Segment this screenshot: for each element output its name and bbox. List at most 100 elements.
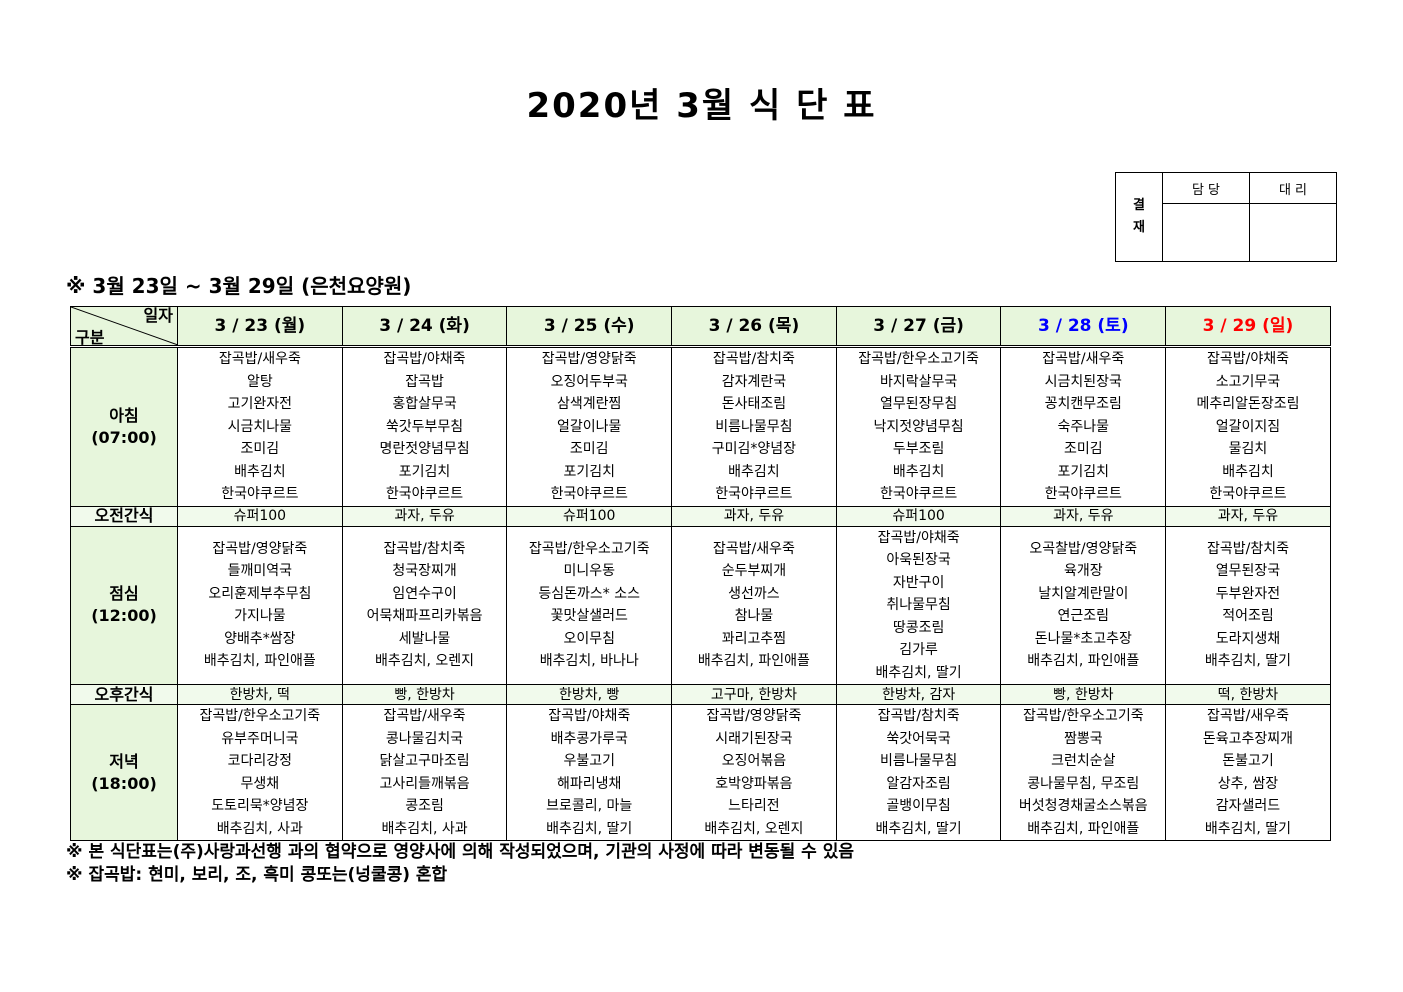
meal-time: (18:00) [91,773,157,793]
menu-cell: 잡곡밥/새우죽 콩나물김치국 닭살고구마조림 고사리들깨볶음 콩조림 배추김치, 사과 [341,704,508,841]
menu-cell: 잡곡밥/한우소고기죽 미니우동 등심돈까스* 소스 꽃맛살샐러드 오이무침 배추김치, 바… [506,525,673,685]
menu-item: 배추김치 [1222,463,1274,480]
menu-item: 두부조림 [892,441,945,457]
menu-item: 낙지젓양념무침 [873,418,964,435]
menu-cell: 잡곡밥/야채죽 배추콩가루국 우불고기 해파리냉채 브로콜리, 마늘 배추김치, 딸기 [506,704,673,841]
snack-row: 오전간식 슈퍼100 과자, 두유 슈퍼100 과자, 두유 슈퍼100 과자, 두유 과자,… [70,505,1331,527]
menu-item: 감자계란국 [721,373,787,390]
menu-item: 열무된장국 [1215,563,1281,580]
menu-cell: 잡곡밥/참치죽 청국장찌개 임연수구이 어묵채파프리카볶음 세발나물 배추김치, 오렌지 [341,525,508,685]
menu-item: 잡곡밥/영양닭죽 [212,540,308,557]
menu-item: 잡곡밥/참치죽 [712,351,795,367]
snack-cell: 한방차, 빵 [506,684,673,705]
menu-item: 잡곡밥/야채죽 [548,708,631,724]
menu-item: 김가루 [899,642,938,658]
meal-row: 저녁 (18:00) 잡곡밥/한우소고기죽 유부주머니국 코다리강정 무생채 도토리묵*양념… [70,704,1331,841]
menu-item: 배추김치, 파인애플 [1027,653,1140,670]
corner-date-label: 일자 [143,306,173,326]
menu-item: 미니우동 [563,563,615,580]
menu-cell: 잡곡밥/새우죽 순두부찌개 생선까스 참나물 꽈리고추찜 배추김치, 파인애플 [671,525,837,685]
menu-item: 짬뽕국 [1063,730,1103,747]
week-subtitle: ※ 3월 23일 ~ 3월 29일 (은천요양원) [66,274,412,298]
snack-row: 오후간식 한방차, 떡 빵, 한방차 한방차, 빵 고구마, 한방차 한방차, 감자 빵, … [70,684,1331,705]
snack-cell: 빵, 한방차 [1000,684,1167,705]
diagonal-divider [71,307,176,344]
menu-item: 비름나물무침 [715,418,793,435]
menu-item: 배추김치, 파인애플 [203,653,316,670]
menu-item: 조미김 [1063,441,1103,457]
menu-item: 어묵채파프리카볶음 [366,608,483,625]
menu-cell: 잡곡밥/영양닭죽 오징어두부국 삼색계란찜 얼갈이나물 조미김 포기김치 한국야쿠르트 [506,346,673,507]
menu-item: 취나물무침 [886,597,951,613]
meal-row: 점심 (12:00) 잡곡밥/영양닭죽 들깨미역국 오리훈제부추무침 가지나물 양배추*쌈장… [70,525,1331,685]
snack-cell: 떡, 한방차 [1165,684,1331,705]
menu-item: 한국야쿠르트 [715,486,793,502]
menu-item: 상추, 쌈장 [1217,775,1279,792]
menu-item: 배추김치, 파인애플 [697,653,810,670]
menu-cell: 잡곡밥/참치죽 쑥갓어묵국 비름나물무침 알감자조림 골뱅이무침 배추김치, 딸기 [835,704,1002,841]
menu-item: 콩나물김치국 [385,730,464,747]
menu-item: 배추김치, 딸기 [875,664,962,681]
meal-name: 아침 [109,405,139,425]
meal-time: (07:00) [91,427,157,447]
menu-item: 소고기무국 [1215,373,1281,390]
approval-col-manager: 담 당 [1162,172,1250,204]
menu-item: 감자샐러드 [1215,798,1281,814]
menu-item: 골뱅이무침 [886,798,951,814]
menu-item: 해파리냉채 [557,775,622,792]
snack-cell: 한방차, 감자 [835,684,1002,705]
menu-item: 고기완자전 [227,396,293,412]
day-header: 3 / 23 (월) [177,306,343,348]
day-header: 3 / 28 (토) [1000,306,1167,348]
menu-item: 잡곡밥/참치죽 [1206,540,1289,557]
menu-item: 배추김치, 딸기 [546,820,633,837]
menu-item: 호박양파볶음 [715,775,793,792]
menu-item: 참나물 [734,608,774,625]
meal-name: 저녁 [109,751,139,771]
menu-table: 일자 구분 3 / 23 (월) 3 / 24 (화) 3 / 25 (수) 3 / 26… [70,306,1331,841]
menu-item: 도토리묵*양념장 [211,798,309,814]
approval-sign-deputy[interactable] [1249,203,1337,262]
menu-item: 도라지생채 [1215,630,1281,647]
menu-item: 잡곡밥/영양닭죽 [541,351,637,367]
menu-item: 한국야쿠르트 [1209,486,1287,502]
menu-item: 잡곡밥/야채죽 [383,351,466,367]
row-label: 아침 (07:00) [70,346,178,507]
menu-item: 잡곡밥/한우소고기죽 [199,708,321,724]
menu-item: 포기김치 [1057,463,1110,480]
menu-item: 브로콜리, 마늘 [546,798,633,814]
approval-col-deputy: 대 리 [1249,172,1337,204]
menu-item: 잡곡밥/참치죽 [383,540,466,557]
meal-row: 아침 (07:00) 잡곡밥/새우죽 알탕 고기완자전 시금치나물 조미김 배추김치 한국야쿠르… [70,346,1331,507]
menu-item: 임연수구이 [392,585,457,602]
menu-item: 느타리전 [728,798,780,814]
menu-item: 메추리알돈장조림 [1196,396,1300,412]
menu-cell: 오곡찰밥/영양닭죽 육개장 날치알계란말이 연근조림 돈나물*초고추장 배추김치, 파인애… [1000,525,1167,685]
menu-item: 돈나물*초고추장 [1034,630,1132,647]
menu-item: 얼갈이나물 [557,418,622,435]
menu-item: 삼색계란찜 [557,396,622,412]
menu-item: 돈불고기 [1222,753,1274,769]
menu-item: 한국야쿠르트 [1044,486,1122,502]
menu-cell: 잡곡밥/야채죽 잡곡밥 홍합살무국 쑥갓두부무침 명란젓양념무침 포기김치 한국야쿠르트 [341,346,508,507]
menu-item: 시금치나물 [227,418,293,435]
menu-item: 잡곡밥/야채죽 [1206,351,1289,367]
menu-item: 배추김치, 바나나 [539,653,639,670]
snack-cell: 슈퍼100 [835,505,1002,527]
approval-sign-manager[interactable] [1162,203,1250,262]
menu-item: 잡곡밥/한우소고기죽 [858,351,979,367]
menu-item: 배추김치 [728,463,780,480]
menu-cell: 잡곡밥/한우소고기죽 바지락살무국 열무된장무침 낙지젓양념무침 두부조림 배추김치 한국야… [835,346,1002,507]
menu-item: 잡곡밥/한우소고기죽 [1022,708,1144,724]
menu-item: 돈사태조림 [721,396,787,412]
menu-cell: 잡곡밥/영양닭죽 들깨미역국 오리훈제부추무침 가지나물 양배추*쌈장 배추김치, 파인애… [177,525,343,685]
menu-item: 우불고기 [563,753,615,769]
menu-item: 꽃맛살샐러드 [550,608,628,625]
menu-item: 배추김치, 딸기 [1204,653,1292,670]
menu-cell: 잡곡밥/한우소고기죽 유부주머니국 코다리강정 무생채 도토리묵*양념장 배추김치, 사과 [177,704,343,841]
menu-item: 포기김치 [563,463,615,480]
menu-item: 열무된장무침 [879,396,958,412]
menu-item: 잡곡밥/새우죽 [1042,351,1125,367]
menu-item: 잡곡밥 [405,373,444,390]
menu-item: 두부완자전 [1215,585,1281,602]
